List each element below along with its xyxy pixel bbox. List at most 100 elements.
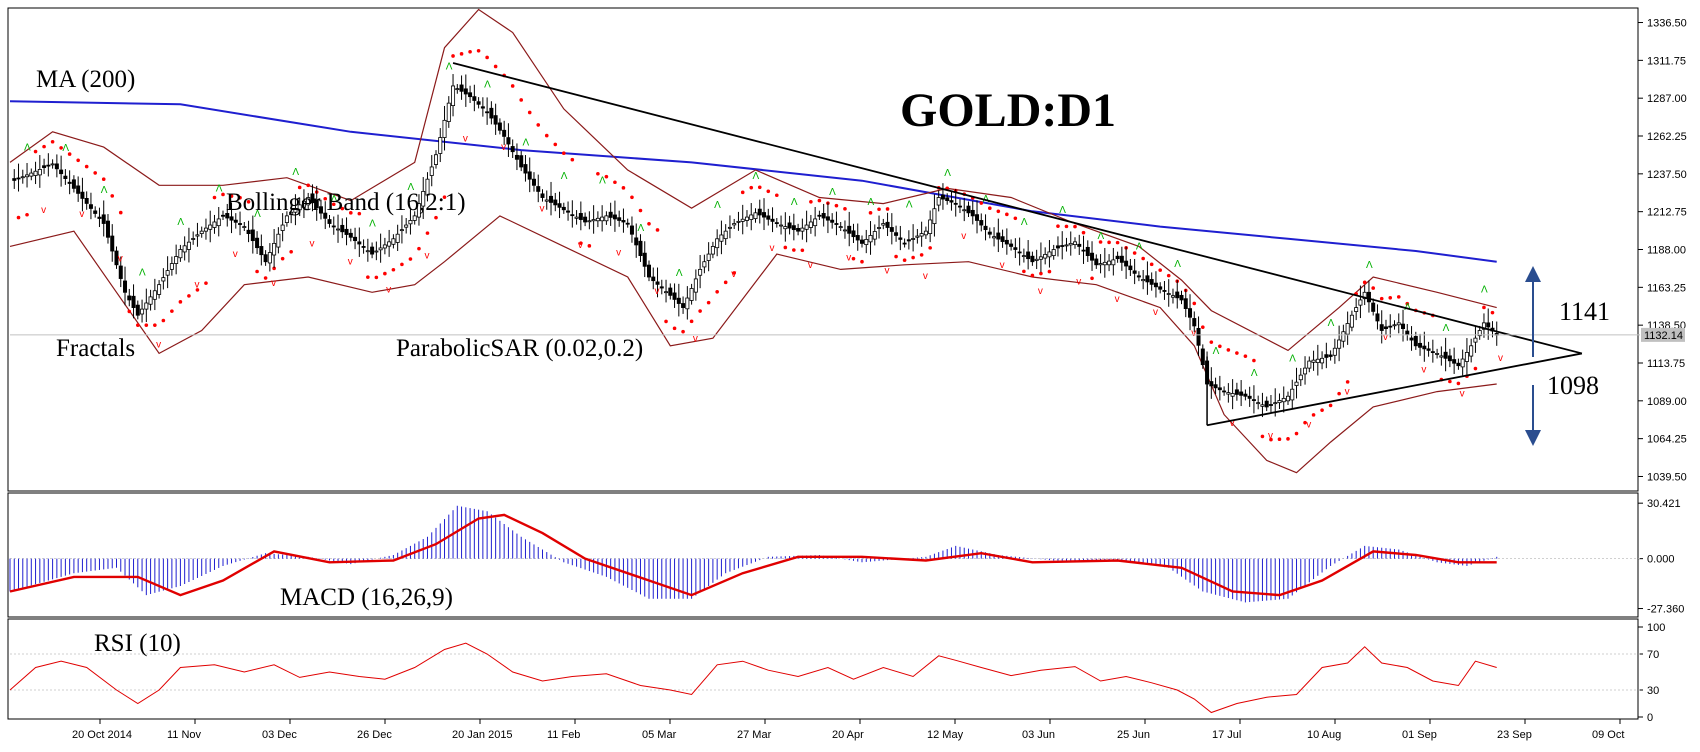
candle-body [885, 221, 890, 228]
sar-dot [1218, 344, 1222, 349]
sar-dot [630, 195, 634, 200]
sar-dot [93, 171, 97, 175]
sar-dot [647, 221, 651, 226]
macd-tick-label: 30.421 [1647, 498, 1681, 510]
fractal-down-icon: v [463, 133, 468, 144]
candle-body [902, 242, 907, 245]
fractal-down-icon: v [578, 240, 583, 251]
candle-body [693, 278, 698, 293]
candle-body [310, 193, 315, 204]
candle-body [992, 236, 997, 239]
candle-body [1349, 314, 1354, 328]
candle-body [638, 240, 643, 257]
rsi-tick-label: 100 [1647, 622, 1665, 634]
candle-body [570, 214, 575, 217]
candle-body [949, 200, 954, 203]
sar-dot [527, 110, 532, 115]
candle-body [280, 224, 285, 231]
sar-dot [1209, 340, 1214, 344]
candle-body [681, 303, 686, 308]
fractal-up-icon: Ʌ [24, 142, 31, 153]
candle-body [1136, 275, 1141, 278]
candle-body [527, 171, 532, 180]
fractal-up-icon: Ʌ [829, 187, 836, 198]
price-tick-label: 1039.50 [1647, 471, 1687, 483]
candle-body [987, 231, 992, 235]
date-tick-label: 03 Jun [1022, 729, 1055, 741]
candle-body [1392, 324, 1397, 327]
candle-body [455, 88, 460, 91]
candle-body [1286, 395, 1291, 402]
fractal-down-icon: v [309, 239, 314, 250]
candle-body [1268, 404, 1273, 406]
bollinger-layer [9, 8, 1497, 474]
sar-dot [1345, 380, 1350, 384]
candle-body [459, 84, 464, 92]
candle-body [1128, 265, 1133, 271]
candle-body [135, 304, 140, 316]
price-axis: 1336.50 1311.75 1287.00 1262.25 1237.50 1212.… [1638, 18, 1687, 483]
sar-dot [1311, 413, 1316, 417]
fractal-down-icon: v [1268, 431, 1273, 442]
candle-body [796, 228, 801, 232]
candle-body [1179, 294, 1184, 301]
price-tick-label: 1262.25 [1647, 131, 1687, 143]
bollinger-lower-line [9, 215, 1497, 474]
candle-body [779, 224, 784, 227]
fractal-down-icon: v [961, 231, 966, 242]
fractal-down-icon: v [1421, 365, 1426, 376]
sar-dot [229, 194, 234, 198]
date-tick-label: 20 Apr [832, 729, 864, 741]
candle-body [1401, 323, 1406, 329]
fractal-down-icon: v [1345, 387, 1350, 398]
candle-body [84, 198, 89, 204]
candle-body [399, 229, 404, 232]
candle-body [123, 280, 128, 293]
sar-dot [1201, 325, 1205, 329]
date-tick-label: 26 Dec [357, 729, 392, 741]
sar-dot [902, 258, 907, 262]
candle-body [20, 176, 25, 179]
sar-dot [306, 183, 311, 188]
candle-body [642, 252, 647, 267]
fractal-up-icon: Ʌ [1289, 354, 1296, 365]
fractal-up-icon: Ʌ [446, 62, 453, 73]
candle-body [1281, 397, 1286, 403]
candle-body [16, 177, 21, 180]
sar-dot [1022, 269, 1026, 274]
resistance-level-label: 1141 [1559, 297, 1610, 326]
fractal-up-icon: Ʌ [599, 175, 606, 186]
fractal-up-icon: Ʌ [1021, 217, 1028, 228]
fractal-up-icon: Ʌ [1481, 284, 1488, 295]
fractal-up-icon: Ʌ [1213, 346, 1220, 357]
price-tick-label: 1163.25 [1647, 282, 1686, 294]
sar-dot [766, 189, 771, 194]
candle-body [787, 222, 792, 229]
sar-dot [331, 202, 336, 207]
candle-body [1243, 393, 1248, 397]
candle-body [212, 221, 217, 228]
sar-dot [1277, 437, 1282, 442]
sar-dot [425, 231, 430, 235]
rsi-layer: 100 70 30 0 [9, 622, 1665, 724]
candle-body [710, 246, 715, 255]
candle-body [1362, 291, 1367, 300]
candle-body [1124, 260, 1129, 267]
candle-body [1256, 402, 1261, 405]
rsi-tick-label: 70 [1647, 649, 1659, 661]
fractal-up-icon: Ʌ [216, 183, 223, 194]
candle-body [1422, 345, 1427, 350]
price-tick-label: 1188.00 [1647, 245, 1686, 257]
sar-dot [536, 123, 541, 127]
candle-body [314, 199, 319, 209]
sar-dot [1482, 305, 1486, 310]
sar-dot [996, 209, 1001, 214]
candle-body [659, 286, 664, 289]
sar-dot [553, 142, 558, 147]
candle-body [1452, 359, 1457, 364]
candle-body [1119, 255, 1124, 263]
sar-dot [834, 203, 839, 208]
fractal-down-icon: v [1000, 260, 1005, 271]
candle-body [208, 224, 213, 230]
